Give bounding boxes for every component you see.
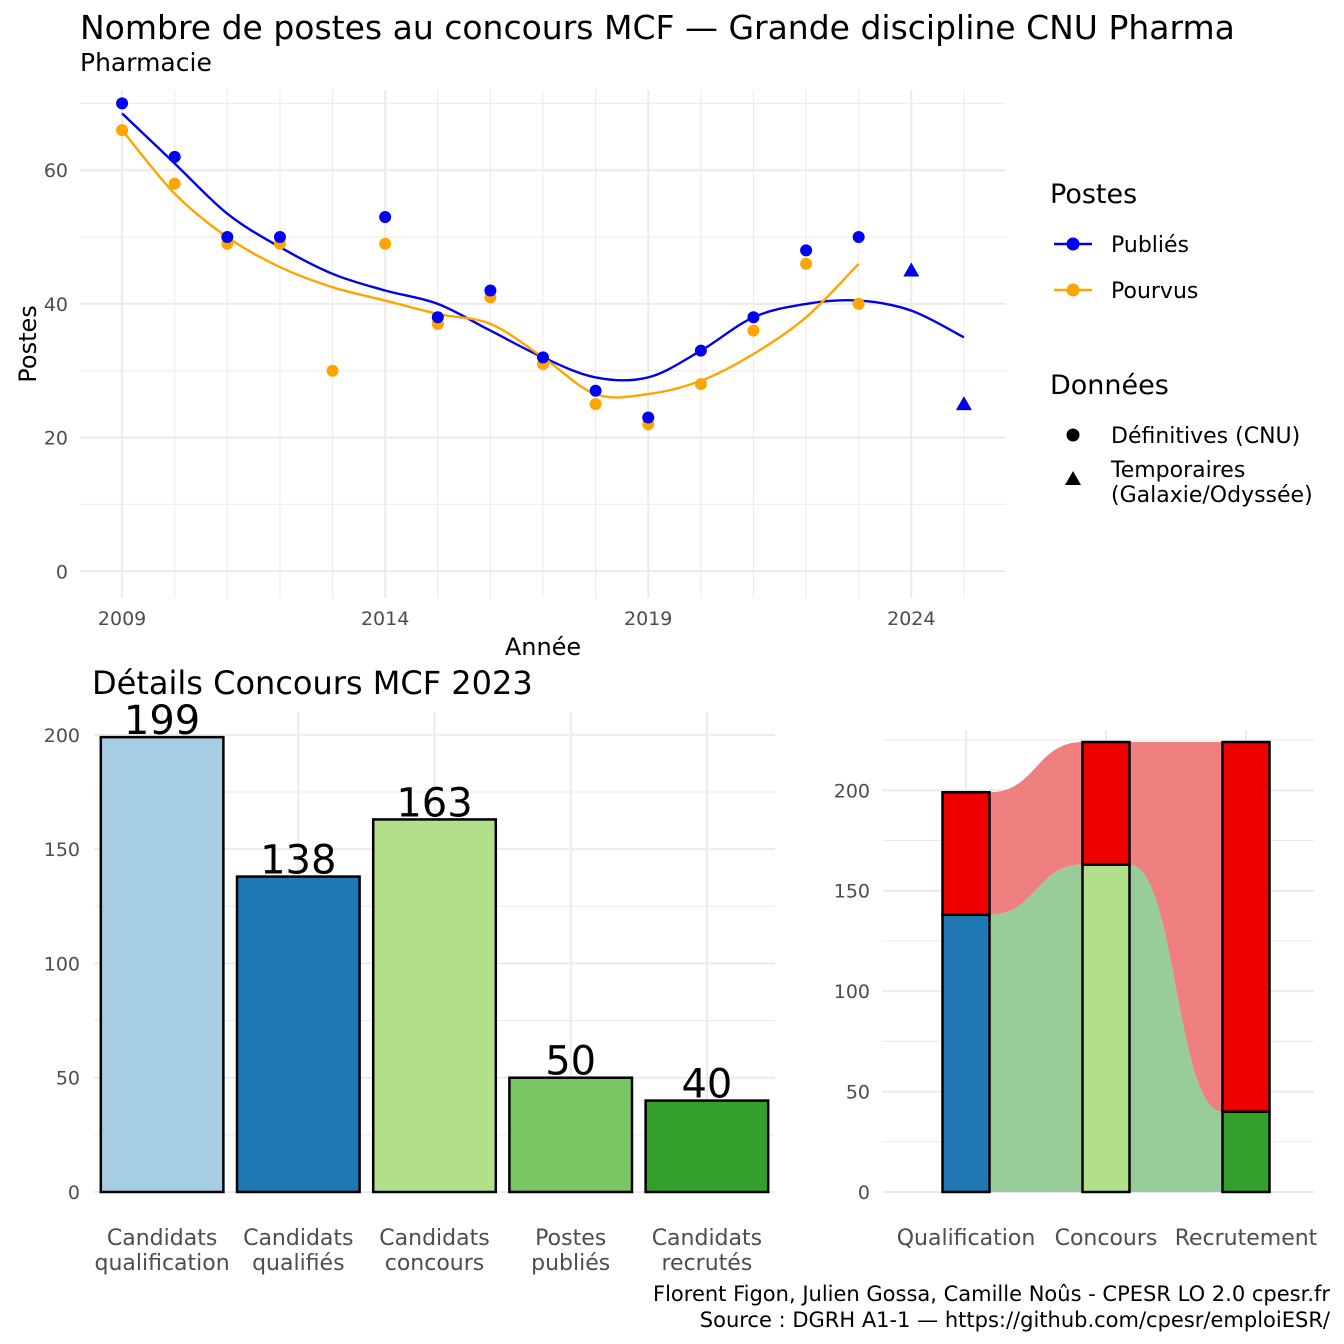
legend-label: Temporaires — [1110, 458, 1245, 483]
publies-point — [484, 284, 497, 297]
x-tick-label: publiés — [531, 1251, 610, 1276]
y-tick-label: 50 — [56, 1068, 80, 1090]
bar — [99, 735, 225, 1194]
publies-point — [168, 150, 181, 163]
publies-point — [537, 351, 549, 364]
bar-value-label: 163 — [396, 780, 472, 826]
y-tick-label: 200 — [834, 780, 870, 802]
stack-bar-bottom — [941, 913, 991, 1194]
x-tick-label: 2014 — [361, 608, 409, 630]
bar — [644, 1099, 770, 1194]
x-tick-label: Candidats — [379, 1226, 489, 1251]
pourvus-point — [116, 124, 129, 137]
publies-point — [273, 231, 286, 244]
flow-band-green — [1129, 864, 1223, 1192]
publies-point — [589, 384, 602, 397]
x-tick-label: 2024 — [887, 608, 935, 630]
bar-value-label: 40 — [681, 1062, 732, 1108]
legend-title-postes: Postes — [1050, 179, 1137, 210]
y-tick-label: 20 — [44, 428, 68, 450]
legend-label: (Galaxie/Odyssée) — [1111, 483, 1313, 508]
publies-point — [431, 311, 444, 324]
y-tick-label: 0 — [68, 1182, 80, 1204]
legend-label: Publiés — [1111, 233, 1189, 258]
x-tick-label: Candidats — [243, 1226, 353, 1251]
publies-point — [642, 411, 655, 424]
y-tick-label: 100 — [44, 953, 80, 975]
x-tick-label: recrutés — [661, 1251, 752, 1276]
bar-value-label: 199 — [124, 698, 200, 744]
y-tick-label: 50 — [846, 1082, 870, 1104]
legend-label: Pourvus — [1111, 279, 1198, 304]
pourvus-point — [379, 237, 392, 250]
y-axis-label: Postes — [14, 305, 42, 382]
y-tick-label: 0 — [56, 561, 68, 583]
bar — [235, 875, 361, 1194]
flow-band-red — [989, 742, 1083, 915]
x-tick-label: Recrutement — [1175, 1226, 1318, 1251]
pourvus-point — [326, 364, 339, 377]
bar-value-label: 138 — [260, 838, 336, 884]
bar — [508, 1076, 634, 1194]
y-tick-label: 150 — [834, 881, 870, 903]
publies-point — [221, 231, 234, 244]
y-tick-label: 0 — [858, 1182, 870, 1204]
legend-key-triangle — [1065, 471, 1081, 485]
legend-label: Définitives (CNU) — [1111, 424, 1300, 449]
chart-title: Nombre de postes au concours MCF — Grand… — [80, 8, 1235, 47]
pourvus-point — [747, 324, 760, 337]
y-tick-label: 100 — [834, 981, 870, 1003]
caption-authors: Florent Figon, Julien Gossa, Camille Noû… — [653, 1282, 1330, 1306]
legend-key-point — [1066, 283, 1080, 297]
stack-bar-top — [1081, 740, 1131, 866]
publies-point — [852, 231, 865, 244]
publies-point — [694, 344, 707, 357]
publies-point — [379, 211, 392, 223]
publies-point — [800, 244, 813, 257]
pourvus-point — [694, 378, 707, 391]
x-tick-label: concours — [385, 1251, 485, 1276]
legend-title-donnees: Données — [1050, 370, 1169, 401]
x-tick-label: Candidats — [652, 1226, 762, 1251]
x-tick-label: qualifiés — [252, 1251, 344, 1276]
x-tick-label: 2019 — [624, 608, 672, 630]
x-tick-label: Postes — [535, 1226, 606, 1251]
stack-bar-bottom — [1081, 863, 1131, 1194]
caption-source: Source : DGRH A1-1 — https://github.com/… — [699, 1308, 1330, 1332]
pourvus-point — [852, 297, 865, 310]
y-tick-label: 200 — [44, 725, 80, 747]
x-tick-label: Concours — [1055, 1226, 1158, 1251]
x-tick-label: Qualification — [897, 1226, 1036, 1251]
pourvus-point — [589, 398, 602, 411]
publies-point — [116, 97, 129, 110]
publies-point — [747, 311, 760, 324]
stack-bar-top — [1221, 740, 1271, 1113]
pourvus-point — [800, 257, 813, 270]
x-tick-label: qualification — [94, 1251, 229, 1276]
flow-band-red — [1129, 742, 1223, 1112]
stack-bar-top — [941, 791, 991, 917]
x-tick-label: Candidats — [107, 1226, 217, 1251]
bar-value-label: 50 — [545, 1039, 596, 1085]
publies-temporary-point — [955, 396, 972, 411]
publies-temporary-point — [903, 262, 920, 277]
flow-band-green — [989, 864, 1083, 1192]
stack-bar-bottom — [1221, 1110, 1271, 1194]
y-tick-label: 150 — [44, 839, 80, 861]
x-axis-label: Année — [505, 633, 581, 661]
chart-subtitle: Pharmacie — [80, 48, 212, 77]
x-tick-label: 2009 — [98, 608, 146, 630]
y-tick-label: 40 — [44, 294, 68, 316]
bar-chart-title: Détails Concours MCF 2023 — [92, 664, 533, 702]
pourvus-point — [168, 177, 181, 190]
legend-key-point — [1066, 237, 1080, 251]
legend-key-circle — [1066, 428, 1080, 442]
bar — [371, 818, 498, 1194]
y-tick-label: 60 — [44, 160, 68, 182]
